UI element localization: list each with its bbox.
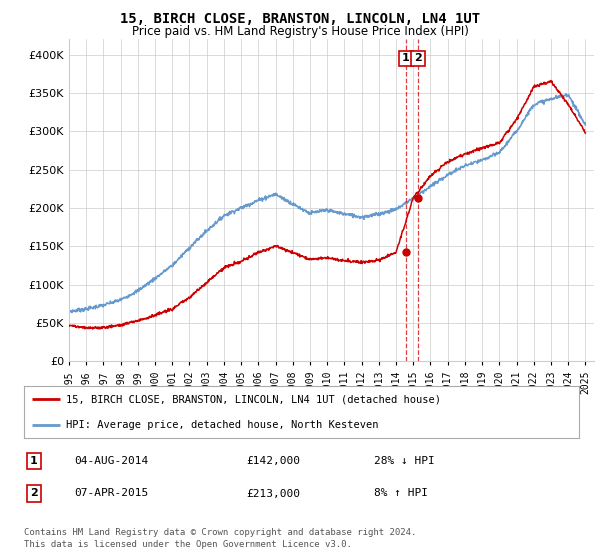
Text: 2: 2 [414, 53, 422, 63]
Text: 04-AUG-2014: 04-AUG-2014 [74, 456, 148, 466]
Text: 8% ↑ HPI: 8% ↑ HPI [374, 488, 428, 498]
Text: £213,000: £213,000 [246, 488, 300, 498]
Text: 07-APR-2015: 07-APR-2015 [74, 488, 148, 498]
Text: 2: 2 [30, 488, 38, 498]
Text: Price paid vs. HM Land Registry's House Price Index (HPI): Price paid vs. HM Land Registry's House … [131, 25, 469, 38]
Text: HPI: Average price, detached house, North Kesteven: HPI: Average price, detached house, Nort… [65, 420, 378, 430]
Text: This data is licensed under the Open Government Licence v3.0.: This data is licensed under the Open Gov… [24, 540, 352, 549]
Text: 1: 1 [30, 456, 38, 466]
Text: Contains HM Land Registry data © Crown copyright and database right 2024.: Contains HM Land Registry data © Crown c… [24, 528, 416, 536]
Text: £142,000: £142,000 [246, 456, 300, 466]
Text: 15, BIRCH CLOSE, BRANSTON, LINCOLN, LN4 1UT: 15, BIRCH CLOSE, BRANSTON, LINCOLN, LN4 … [120, 12, 480, 26]
Text: 15, BIRCH CLOSE, BRANSTON, LINCOLN, LN4 1UT (detached house): 15, BIRCH CLOSE, BRANSTON, LINCOLN, LN4 … [65, 395, 440, 405]
Text: 28% ↓ HPI: 28% ↓ HPI [374, 456, 434, 466]
Text: 1: 1 [402, 53, 410, 63]
